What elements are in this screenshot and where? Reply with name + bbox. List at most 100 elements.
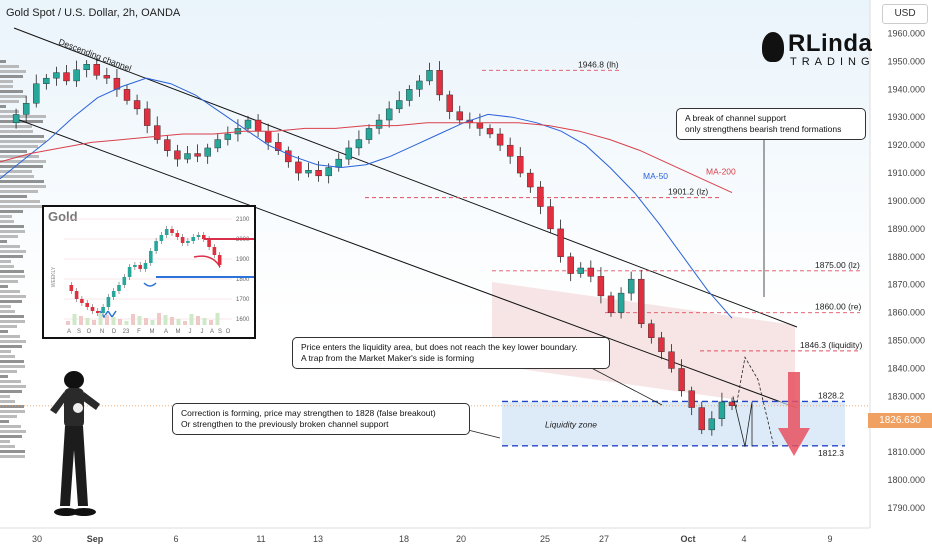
inset-candle-body (117, 285, 121, 291)
inset-volume-bar (131, 314, 135, 325)
volume-profile-bar (0, 75, 23, 78)
volume-profile-bar (0, 365, 25, 368)
candle-body (678, 368, 685, 392)
volume-profile-bar (0, 135, 44, 138)
inset-x-label: N (100, 329, 104, 335)
volume-profile-bar (0, 130, 33, 133)
volume-profile-bar (0, 105, 6, 108)
candle-body (446, 94, 453, 112)
inset-volume-bar (189, 314, 194, 325)
price-axis-bg (870, 0, 932, 528)
inset-candle-body (111, 291, 116, 297)
y-tick-label: 1940.000 (887, 84, 925, 94)
inset-red-arrow-icon (193, 255, 221, 268)
candle-body (658, 337, 665, 352)
candle-body (527, 172, 534, 188)
y-tick-label: 1860.000 (887, 308, 925, 318)
candle-body (486, 128, 494, 135)
inset-x-label: F (137, 329, 141, 335)
level-label: 1828.2 (818, 390, 844, 400)
x-tick-label: 30 (32, 534, 42, 544)
inset-volume-bar (79, 316, 83, 325)
inset-x-label: J (201, 329, 204, 335)
callout-pointer-2 (579, 361, 663, 406)
projection-path-2 (735, 356, 775, 447)
candle-body (587, 267, 595, 277)
candle-body (375, 119, 383, 129)
current-price-flag: 1826.630 (868, 413, 932, 428)
volume-profile-bar (0, 380, 21, 383)
volume-profile-bar (0, 455, 25, 458)
callout-correction: Correction is forming, price may strengt… (172, 403, 470, 435)
inset-x-label: 23 (123, 329, 130, 335)
level-label: 1901.2 (lz) (668, 187, 708, 197)
y-tick-label: 1840.000 (887, 363, 925, 373)
volume-profile-bar (0, 215, 12, 218)
ma200-label: MA-200 (706, 167, 736, 177)
candle-body (567, 256, 574, 274)
currency-button[interactable]: USD (882, 4, 928, 24)
inset-volume-bar (170, 317, 174, 325)
candle-body (305, 170, 312, 174)
inset-candle-body (159, 235, 164, 241)
candle-body (627, 278, 635, 294)
volume-profile-bar (0, 70, 26, 73)
volume-profile-bar (0, 425, 21, 428)
volume-profile-bar (0, 285, 8, 288)
volume-profile-bar (0, 235, 18, 238)
inset-volume-bar (105, 315, 109, 325)
candle-body (315, 170, 322, 177)
level-label: 1846.3 (liquidity) (800, 340, 863, 350)
volume-profile-bar (0, 160, 46, 163)
inset-volume-bar (137, 316, 142, 325)
candle-body (93, 64, 100, 76)
inset-candle-body (138, 265, 142, 269)
candle-body (12, 114, 20, 124)
volume-profile-bar (0, 255, 23, 258)
inset-y-label: 1900 (236, 257, 250, 263)
callout-liquidity-area: Price enters the liquidity area, but doe… (292, 337, 610, 369)
x-tick-label: 20 (456, 534, 466, 544)
volume-profile-bar (0, 305, 11, 308)
projection-path-1 (732, 396, 753, 447)
candle-body (436, 70, 443, 96)
volume-profile-bar (0, 405, 24, 408)
inset-candle-body (96, 311, 100, 313)
level-label: 1860.00 (re) (815, 302, 861, 312)
candle-body (345, 147, 353, 160)
candle-body (53, 72, 60, 79)
x-tick-label: 13 (313, 534, 323, 544)
y-tick-label: 1810.000 (887, 447, 925, 457)
candle-body (506, 144, 514, 157)
ma200-line (0, 122, 733, 194)
volume-profile-bar (0, 345, 22, 348)
candle-body (133, 100, 141, 110)
candle-body (275, 142, 282, 151)
candle-body (123, 89, 131, 101)
candle-body (43, 77, 50, 84)
inset-candle-body (170, 229, 174, 233)
inset-candle-body (106, 297, 111, 307)
volume-profile-bar (0, 140, 46, 143)
volume-profile-bar (0, 430, 26, 433)
y-tick-label: 1870.000 (887, 280, 925, 290)
candle-body (335, 158, 342, 168)
volume-profile-bar (0, 435, 22, 438)
volume-profile-bar (0, 245, 20, 248)
logo-text-bottom: TRADING (790, 56, 875, 68)
candle-body (708, 418, 716, 431)
candle-body (718, 401, 726, 419)
inset-volume-bar (144, 318, 148, 325)
candle-body (456, 111, 463, 121)
inset-candle-body (164, 229, 169, 235)
candle-body (416, 80, 423, 90)
candle-body (143, 108, 151, 126)
bearish-arrow-icon (778, 372, 810, 456)
inset-volume-bar (209, 320, 213, 325)
inset-title: Gold (48, 209, 78, 224)
callout-line: A trap from the Market Maker's side is f… (301, 353, 475, 363)
candle-body (254, 119, 262, 132)
volume-profile-bar (0, 450, 25, 453)
